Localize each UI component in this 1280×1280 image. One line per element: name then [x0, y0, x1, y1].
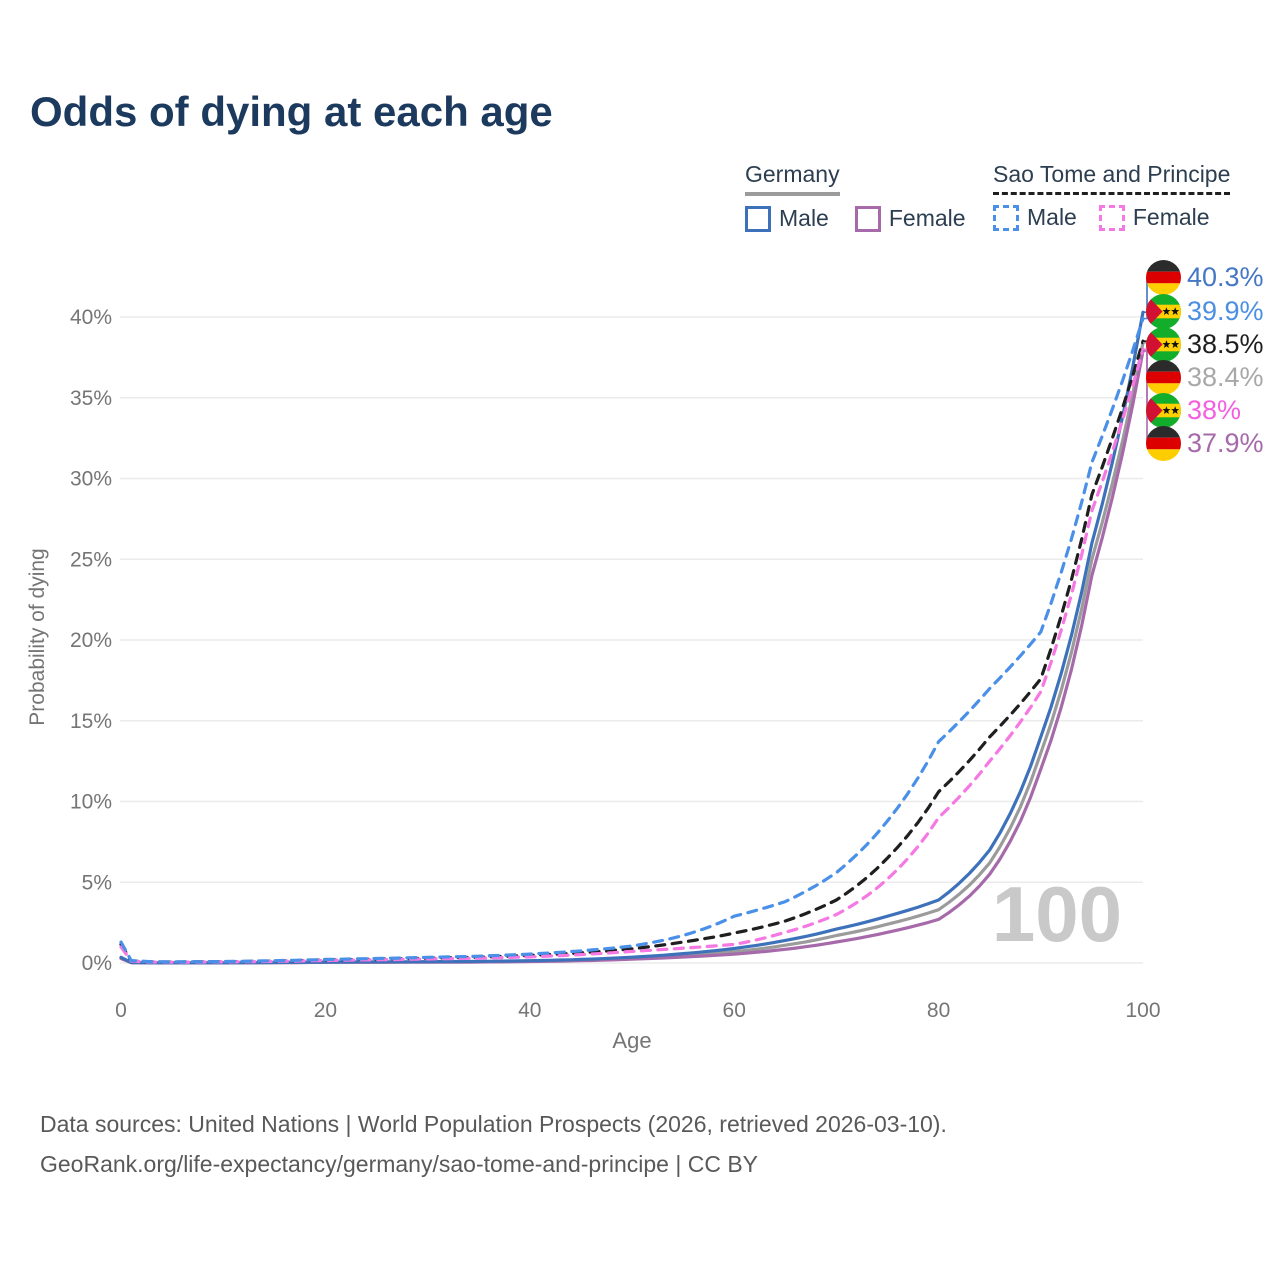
legend-sao-tome-male[interactable]: Male — [993, 204, 1077, 231]
y-tick-label: 25% — [70, 548, 112, 571]
y-tick-label: 20% — [70, 629, 112, 652]
sao-tome-flag-icon — [1146, 393, 1181, 428]
y-tick-label: 5% — [82, 871, 112, 894]
legend-germany-female[interactable]: Female — [854, 205, 966, 232]
series-line-germany-both[interactable] — [119, 341, 1145, 965]
footer: Data sources: United Nations | World Pop… — [40, 1104, 947, 1184]
legend-label: Male — [779, 205, 829, 231]
y-tick-label: 35% — [70, 387, 112, 410]
hover-age-watermark: 100 — [992, 870, 1122, 958]
end-label-row: 38% — [1146, 393, 1241, 428]
series-line-germany-female[interactable] — [119, 349, 1145, 965]
end-label-row: 38.4% — [1146, 360, 1264, 395]
x-tick-label: 20 — [314, 999, 337, 1022]
x-tick-label: 60 — [723, 999, 746, 1022]
legend-label: Male — [1027, 204, 1077, 230]
germany-flag-icon — [1146, 426, 1181, 461]
end-label-row: 37.9% — [1146, 426, 1264, 461]
legend-germany-header[interactable]: Germany — [745, 161, 840, 196]
page-title: Odds of dying at each age — [30, 88, 553, 135]
end-label-value: 38% — [1187, 395, 1242, 425]
end-label-value: 38.5% — [1187, 329, 1264, 359]
legend-sao-tome-female[interactable]: Female — [1098, 204, 1210, 231]
end-label-row: 39.9% — [1146, 294, 1264, 329]
legend-germany-male[interactable]: Male — [745, 205, 829, 232]
legend-label: Female — [1132, 204, 1210, 230]
series-line-sao-tome-and-principe-both[interactable] — [119, 339, 1145, 964]
y-tick-label: 40% — [70, 306, 112, 329]
x-axis-title: Age — [612, 1028, 651, 1053]
germany-flag-icon — [1146, 260, 1181, 295]
x-tick-label: 0 — [115, 999, 127, 1022]
x-tick-label: 100 — [1125, 999, 1160, 1022]
end-label-row: 40.3% — [1146, 260, 1264, 295]
y-tick-label: 0% — [82, 952, 112, 975]
sao-tome-male-swatch-icon — [993, 204, 1019, 231]
end-label-row: 38.5% — [1146, 327, 1264, 362]
germany-female-swatch-icon — [854, 205, 881, 232]
footer-link[interactable]: GeoRank.org/life-expectancy/germany/sao-… — [40, 1151, 759, 1177]
germany-flag-icon — [1146, 360, 1181, 395]
x-tick-label: 40 — [518, 999, 541, 1022]
series-line-sao-tome-and-principe-male[interactable] — [119, 317, 1145, 964]
sao-tome-flag-icon — [1146, 327, 1181, 362]
legend-group-germany: Germany Male Female — [745, 161, 966, 232]
y-tick-label: 15% — [70, 710, 112, 733]
y-tick-label: 30% — [70, 468, 112, 491]
legend-sao-tome-header[interactable]: Sao Tome and Principe — [993, 161, 1231, 195]
y-axis-title: Probability of dying — [26, 548, 49, 725]
sao-tome-female-swatch-icon — [1098, 204, 1125, 231]
footer-sources: Data sources: United Nations | World Pop… — [40, 1111, 947, 1137]
series-line-sao-tome-and-principe-female[interactable] — [119, 347, 1145, 964]
x-tick-label: 80 — [927, 999, 950, 1022]
end-label-value: 37.9% — [1187, 428, 1264, 458]
end-label-value: 38.4% — [1187, 362, 1264, 392]
germany-male-swatch-icon — [745, 205, 771, 232]
sao-tome-flag-icon — [1146, 294, 1181, 329]
legend-label: Female — [888, 205, 966, 231]
end-label-value: 39.9% — [1187, 296, 1264, 326]
legend-group-sao-tome: Sao Tome and Principe Male Female — [993, 161, 1231, 231]
end-label-value: 40.3% — [1187, 262, 1264, 292]
series-line-germany-male[interactable] — [119, 310, 1145, 965]
y-tick-label: 10% — [70, 791, 112, 814]
